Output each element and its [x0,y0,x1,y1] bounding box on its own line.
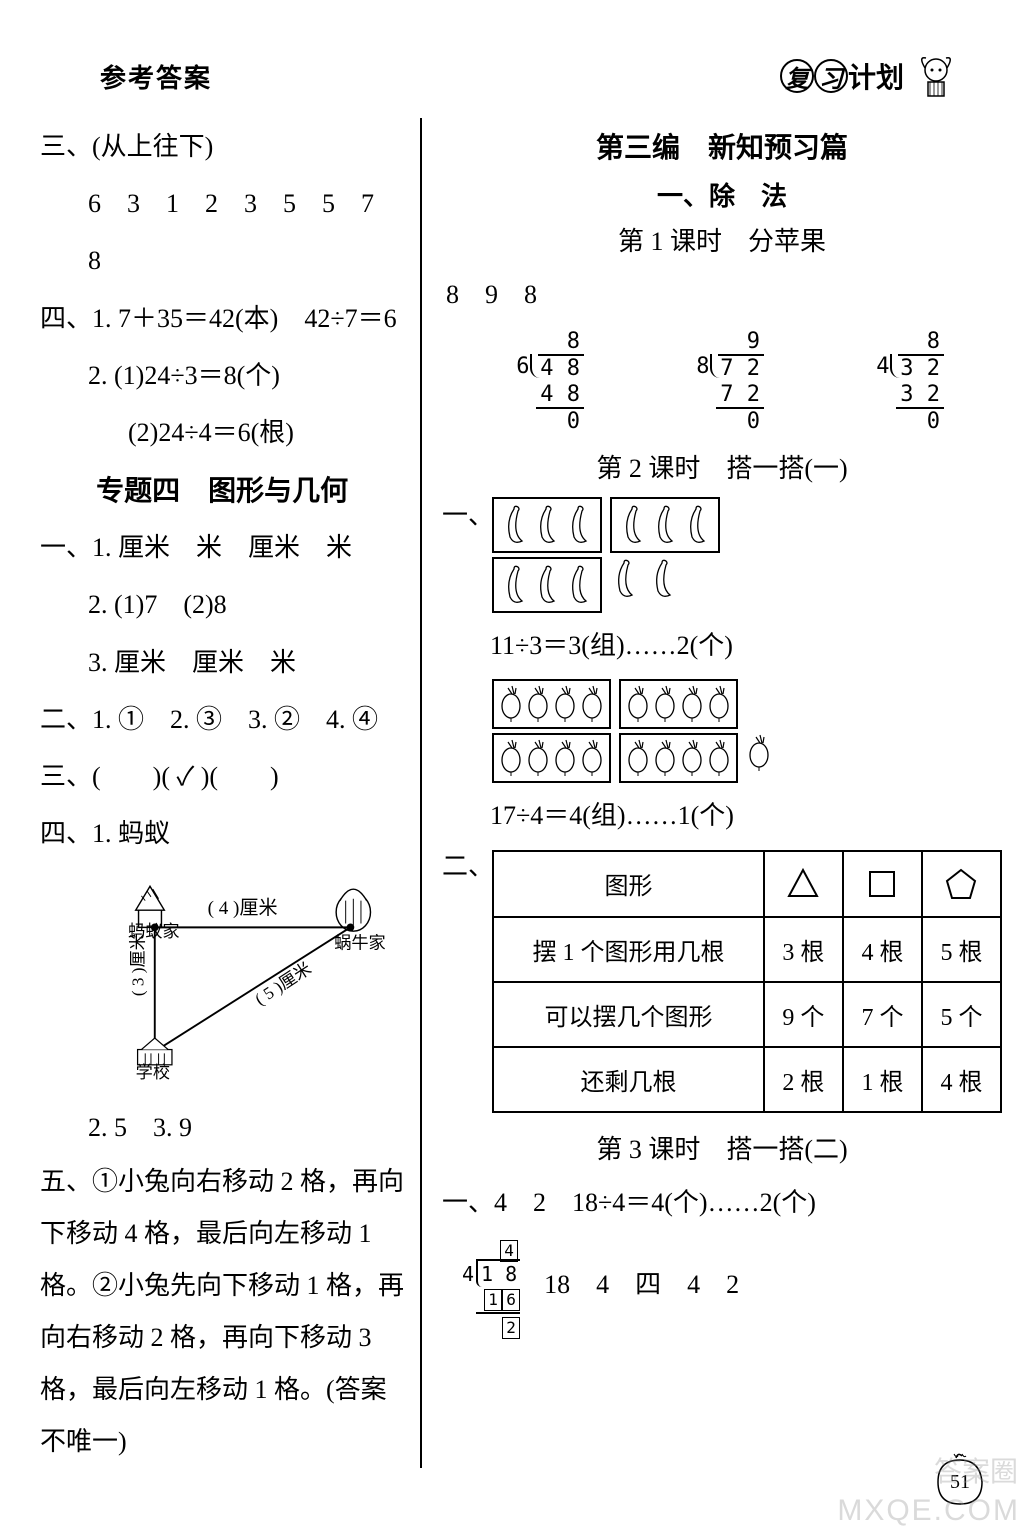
badge-suffix: 计划 [848,56,904,96]
q4-line1: 四、1. 7＋35＝42(本) 42÷7＝6 [40,290,404,347]
longdiv-1: 8 6 4 8 4 8 0 [500,329,584,434]
lesson1-title: 第 1 课时 分苹果 [442,221,1002,258]
table-row: 可以摆几个图形9 个7 个5 个 [493,982,1001,1047]
radish-icon [498,684,524,724]
longdiv-row: 8 6 4 8 4 8 0 9 8 7 2 7 2 0 [452,329,992,434]
pentagon-icon [943,866,979,902]
watermark-cn: 答案圈 [934,1450,1018,1490]
radish-row-2 [492,733,1002,783]
triangle-icon [785,866,821,902]
longdiv-3: 8 4 3 2 3 2 0 [860,329,944,434]
banana-row-2 [492,557,720,613]
column-divider [420,118,422,1468]
q4-2b: (2)24÷4＝6(根) [40,404,404,461]
t3: 三、( )( ✓ )( ) [40,748,404,805]
unit1-title: 一、除 法 [442,176,1002,213]
table-row: 还剩几根2 根1 根4 根 [493,1047,1001,1112]
lesson3-title: 第 3 课时 搭一搭(二) [442,1129,1002,1166]
lesson2-title: 第 2 课时 搭一搭(一) [442,448,1002,485]
triangle-diagram: ( 4 )厘米 蚂蚁家 蜗牛家 学校 ( 3 )厘米 ( 5 )厘米 [110,872,400,1087]
badge-char-2: 习 [814,59,848,93]
q2-label: 二、 [442,844,486,891]
t4-23: 2. 5 3. 9 [40,1099,404,1156]
shape-table: 图形 摆 1 个图形用几根3 根4 根5 根 可以摆几个图形9 个7 个5 个 … [492,850,1002,1113]
svg-text:学校: 学校 [136,1063,170,1082]
radish-eq: 17÷4＝4(组)……1(个) [442,787,1002,844]
boxed-longdiv: 4 4 1 8 16 2 [476,1237,520,1339]
header-badge-group: 复 习 计划 [780,50,962,102]
q1-label: 一、 [442,493,486,540]
q4-2-label: 2. (1)24÷3＝8(个) [40,347,404,404]
t1-2: 2. (1)7 (2)8 [40,576,404,633]
top-edge-label: ( 4 )厘米 [208,897,278,919]
table-row: 摆 1 个图形用几根3 根4 根5 根 [493,917,1001,982]
l3-rest: 18 4 四 4 2 [544,1256,739,1313]
banana-eq: 11÷3＝3(组)……2(个) [442,617,1002,674]
part3-title: 第三编 新知预习篇 [442,126,1002,166]
lesson1-nums: 8 9 8 [442,266,1002,323]
table-row: 图形 [493,851,1001,917]
q3-numbers: 6 3 1 2 3 5 5 7 8 [40,175,404,289]
t1-1: 一、1. 厘米 米 厘米 米 [40,519,404,576]
t2: 二、1. ① 2. ③ 3. ② 4. ④ [40,691,404,748]
mascot-icon [910,50,962,102]
banana-row-1 [492,497,720,553]
square-icon [864,866,900,902]
watermark-en: MXQE.COM [837,1494,1020,1528]
l3-q1a: 一、4 2 18÷4＝4(个)……2(个) [442,1174,1002,1231]
t5-text: 五、①小兔向右移动 2 格，再向下移动 4 格，最后向左移动 1 格。②小兔先向… [40,1156,404,1468]
t1-3: 3. 厘米 厘米 米 [40,634,404,691]
svg-text:蜗牛家: 蜗牛家 [334,934,386,953]
q3-label: 三、(从上往下) [40,118,404,175]
radish-row-1 [492,679,1002,729]
svg-text:( 3 )厘米: ( 3 )厘米 [128,933,147,996]
badge-char-1: 复 [780,59,814,93]
banana-icon [500,503,530,547]
page-title: 参考答案 [100,58,212,95]
t4-1: 四、1. 蚂蚁 [40,805,404,862]
topic4-title: 专题四 图形与几何 [40,469,404,509]
longdiv-2: 9 8 7 2 7 2 0 [680,329,764,434]
